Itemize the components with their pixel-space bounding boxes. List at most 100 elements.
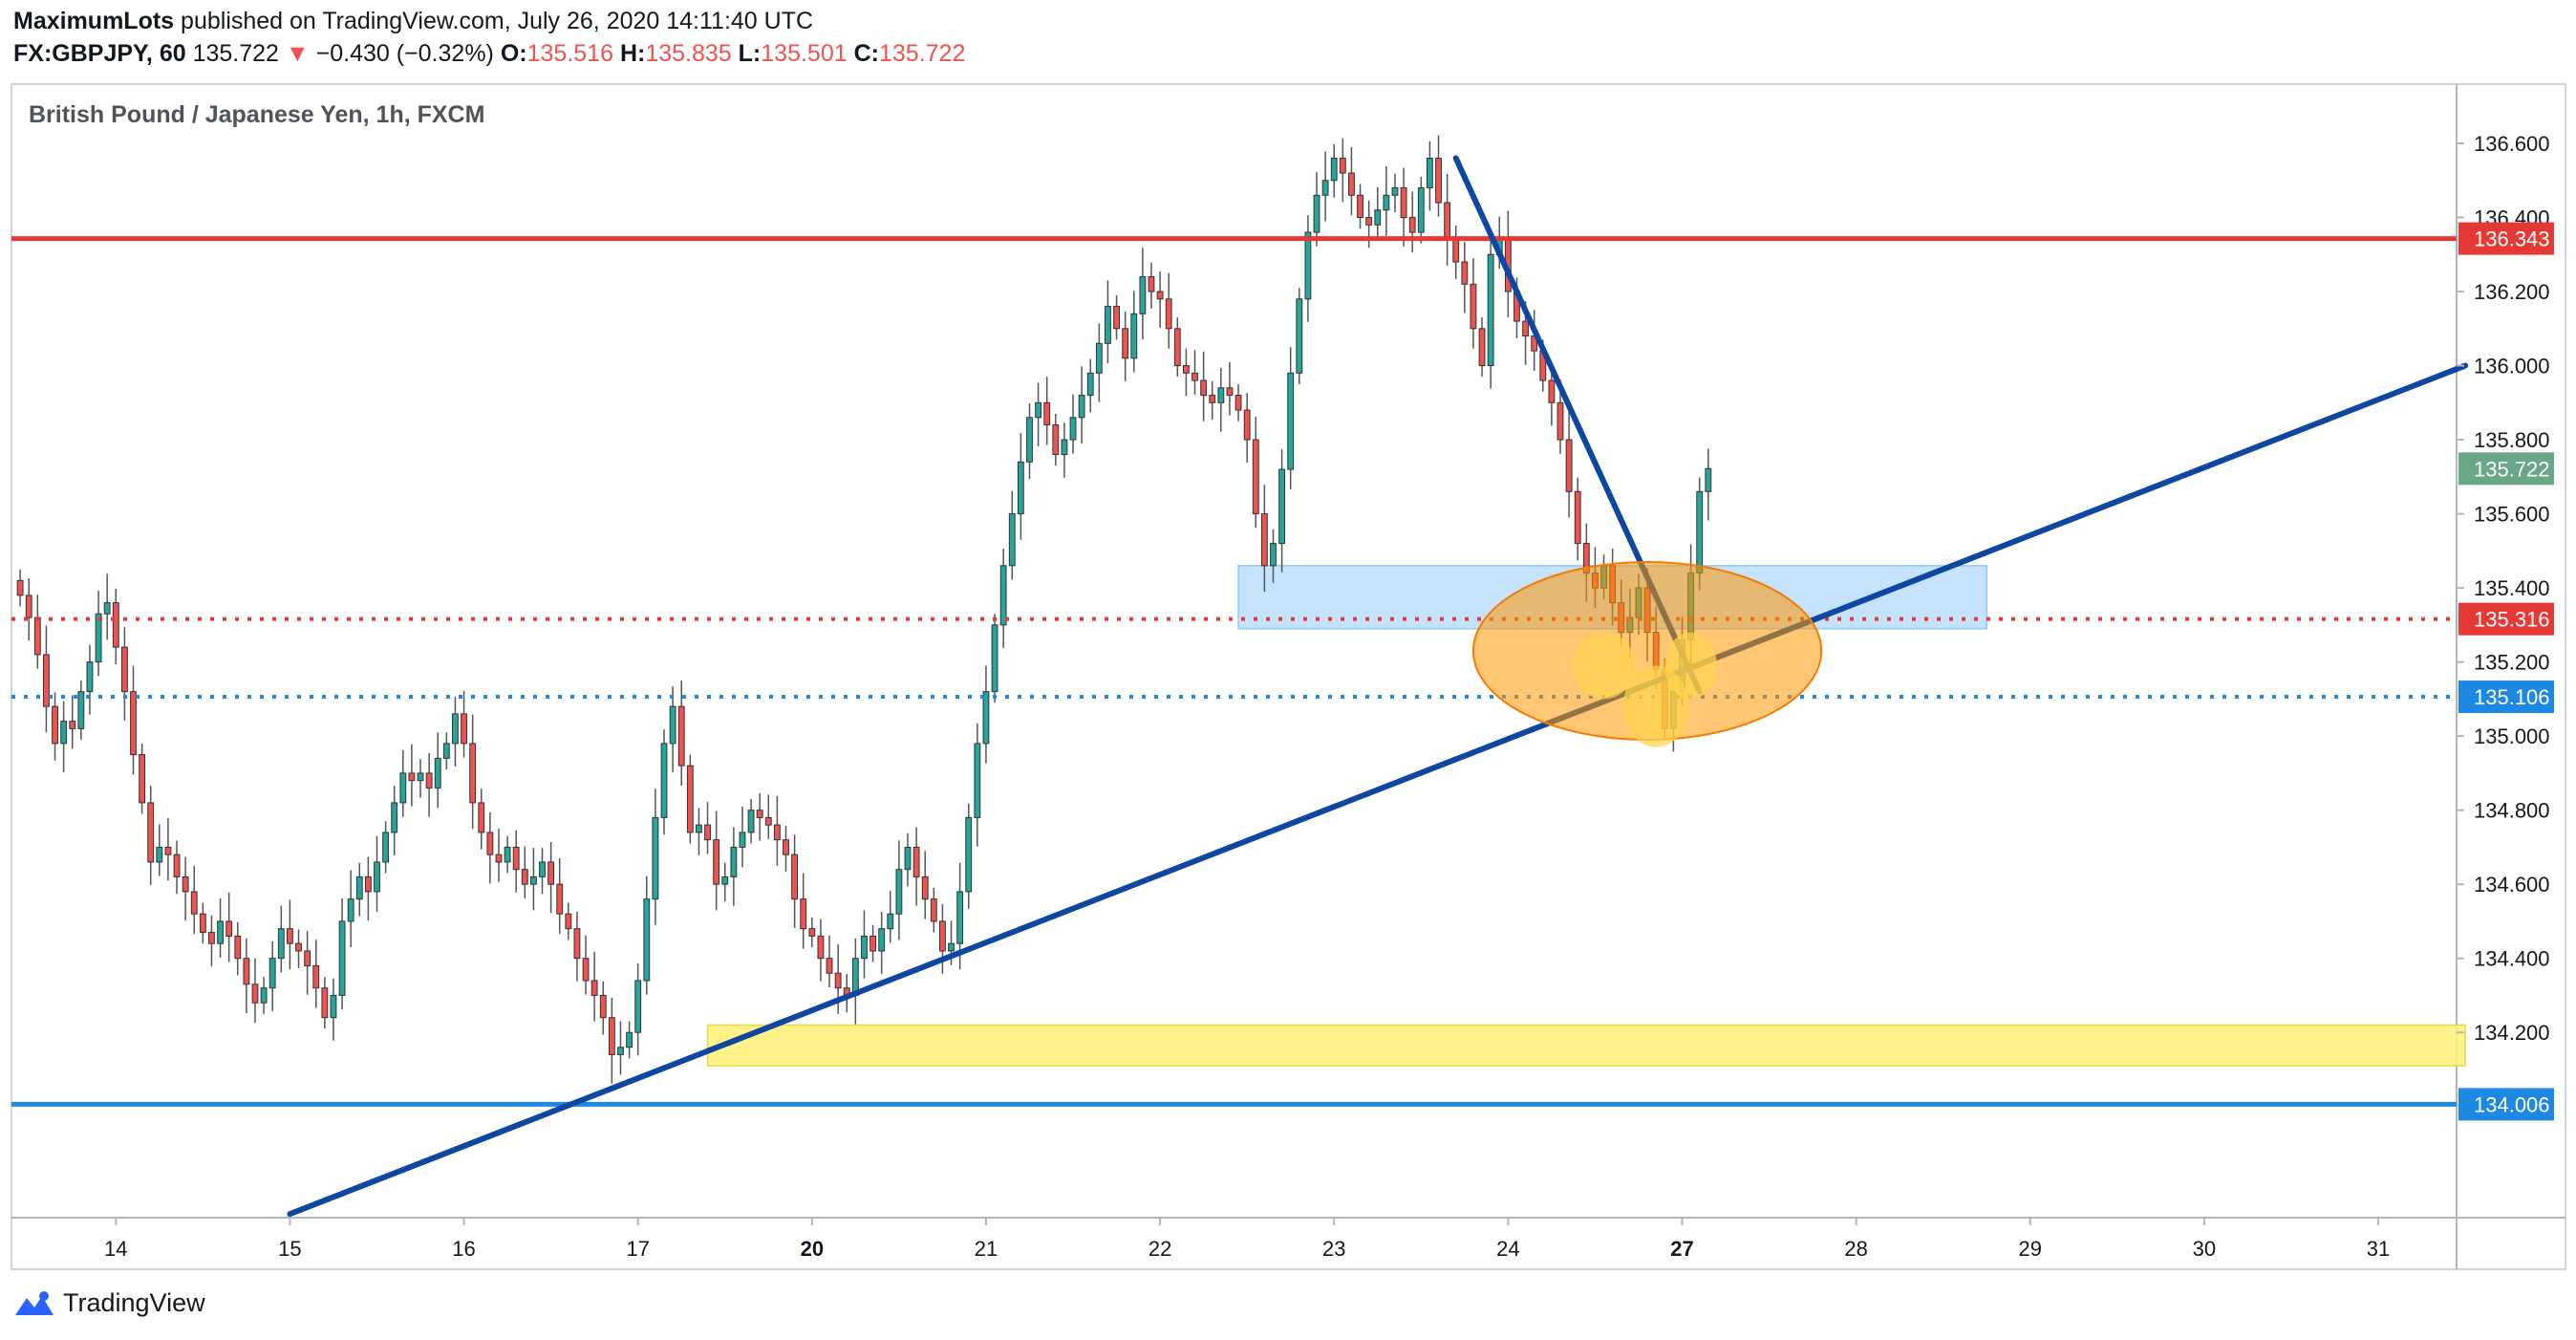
candle-body bbox=[965, 816, 973, 893]
candle-body bbox=[826, 958, 833, 974]
candle-body bbox=[364, 875, 372, 893]
candle-body bbox=[999, 565, 1007, 626]
candle-body bbox=[77, 691, 85, 729]
candle-body bbox=[1156, 291, 1164, 300]
candle-body bbox=[60, 721, 68, 745]
candle-body bbox=[33, 616, 41, 656]
author-name[interactable]: MaximumLots bbox=[13, 8, 175, 34]
candle-body bbox=[895, 869, 903, 915]
tradingview-logo-icon[interactable] bbox=[13, 1290, 55, 1317]
y-tick-label: 135.200 bbox=[2474, 651, 2550, 675]
x-tick-label: 16 bbox=[452, 1237, 475, 1261]
candle-body bbox=[1321, 180, 1329, 196]
candle-body bbox=[287, 928, 293, 944]
candle-body bbox=[478, 802, 485, 833]
x-tick-label: 24 bbox=[1496, 1237, 1519, 1261]
candle-body bbox=[713, 839, 720, 885]
candle-body bbox=[1270, 543, 1277, 567]
candle-body bbox=[1278, 468, 1286, 545]
candle-body bbox=[1217, 387, 1225, 403]
highlight-circle bbox=[1664, 632, 1717, 700]
candle-body bbox=[617, 1047, 624, 1055]
candle-body bbox=[1556, 401, 1564, 441]
candle-body bbox=[704, 824, 711, 841]
candle-body bbox=[225, 920, 233, 937]
candle-body bbox=[1234, 395, 1242, 411]
y-tick-label: 136.000 bbox=[2474, 355, 2550, 378]
candle-body bbox=[1705, 467, 1712, 492]
candle-body bbox=[1383, 194, 1390, 211]
candle-body bbox=[199, 913, 206, 934]
candle-body bbox=[599, 994, 607, 1019]
candle-body bbox=[495, 854, 503, 863]
candle-body bbox=[382, 832, 390, 863]
candle-body bbox=[260, 987, 268, 1004]
candle-body bbox=[504, 846, 511, 863]
published-text: published on TradingView.com, July 26, 2… bbox=[181, 8, 814, 34]
x-tick-label: 22 bbox=[1148, 1237, 1171, 1261]
candle-body bbox=[112, 602, 119, 648]
candle-body bbox=[120, 646, 128, 693]
y-tick-label: 134.600 bbox=[2474, 873, 2550, 897]
candle-body bbox=[956, 891, 964, 944]
candle-body bbox=[1391, 187, 1399, 196]
candle-body bbox=[912, 846, 920, 877]
candle-body bbox=[43, 654, 50, 707]
candle-body bbox=[1304, 231, 1312, 300]
candle-body bbox=[25, 594, 32, 618]
candle-body bbox=[556, 883, 564, 915]
candle-body bbox=[1339, 158, 1346, 174]
candle-body bbox=[1078, 395, 1085, 419]
open-label: O: bbox=[500, 40, 527, 67]
candle-body bbox=[338, 920, 346, 996]
candle-body bbox=[321, 987, 329, 1019]
x-tick-label: 21 bbox=[975, 1237, 998, 1261]
candle-body bbox=[921, 875, 929, 900]
candle-body bbox=[1209, 395, 1216, 403]
candle-body bbox=[217, 920, 224, 944]
candle-body bbox=[582, 958, 590, 982]
candle-body bbox=[991, 624, 998, 693]
brand-name[interactable]: TradingView bbox=[63, 1288, 205, 1317]
highlight-circle bbox=[1572, 632, 1636, 700]
candle-body bbox=[869, 935, 876, 952]
candle-body bbox=[634, 980, 642, 1033]
candle-body bbox=[16, 579, 24, 596]
candle-body bbox=[164, 846, 172, 855]
support-zone-yellow bbox=[706, 1024, 2466, 1067]
price-label-box bbox=[2458, 602, 2554, 636]
candle-body bbox=[355, 875, 363, 900]
candle-body bbox=[1052, 424, 1060, 456]
candle-body bbox=[1548, 379, 1556, 403]
candle-body bbox=[1182, 365, 1190, 374]
candle-body bbox=[95, 613, 102, 663]
candle-body bbox=[295, 942, 302, 952]
y-tick-label: 136.600 bbox=[2474, 132, 2550, 156]
candle-body bbox=[721, 875, 729, 885]
candle-body bbox=[234, 935, 242, 960]
candle-body bbox=[1435, 158, 1442, 204]
price-axis[interactable]: 136.600136.400136.200136.000135.800135.6… bbox=[2457, 132, 2554, 1121]
candle-body bbox=[1287, 372, 1295, 470]
chart-frame bbox=[11, 83, 2566, 1270]
candle-body bbox=[739, 832, 746, 848]
candle-body bbox=[608, 1017, 615, 1055]
price-label-text: 134.006 bbox=[2474, 1092, 2550, 1116]
candle-body bbox=[791, 854, 799, 900]
x-tick-label: 20 bbox=[801, 1237, 824, 1261]
candle-body bbox=[861, 935, 868, 960]
price-chart[interactable]: British Pound / Japanese Yen, 1h, FXCM 1… bbox=[0, 0, 2576, 1281]
price-label-text: 135.722 bbox=[2474, 457, 2550, 481]
candle-body bbox=[312, 964, 320, 989]
candle-body bbox=[434, 757, 441, 789]
candle-body bbox=[696, 824, 702, 833]
time-axis[interactable]: 14 15 16 17 20 21 22 23 24 27 28 29 30 31 bbox=[104, 1218, 2390, 1261]
price-label-box bbox=[2458, 452, 2554, 486]
candle-body bbox=[1365, 217, 1373, 226]
candle-body bbox=[764, 816, 772, 826]
candle-body bbox=[1200, 379, 1208, 397]
candle-body bbox=[817, 935, 825, 960]
low-value: 135.501 bbox=[761, 40, 848, 67]
candle-body bbox=[1696, 490, 1704, 574]
candle-body bbox=[573, 928, 581, 960]
